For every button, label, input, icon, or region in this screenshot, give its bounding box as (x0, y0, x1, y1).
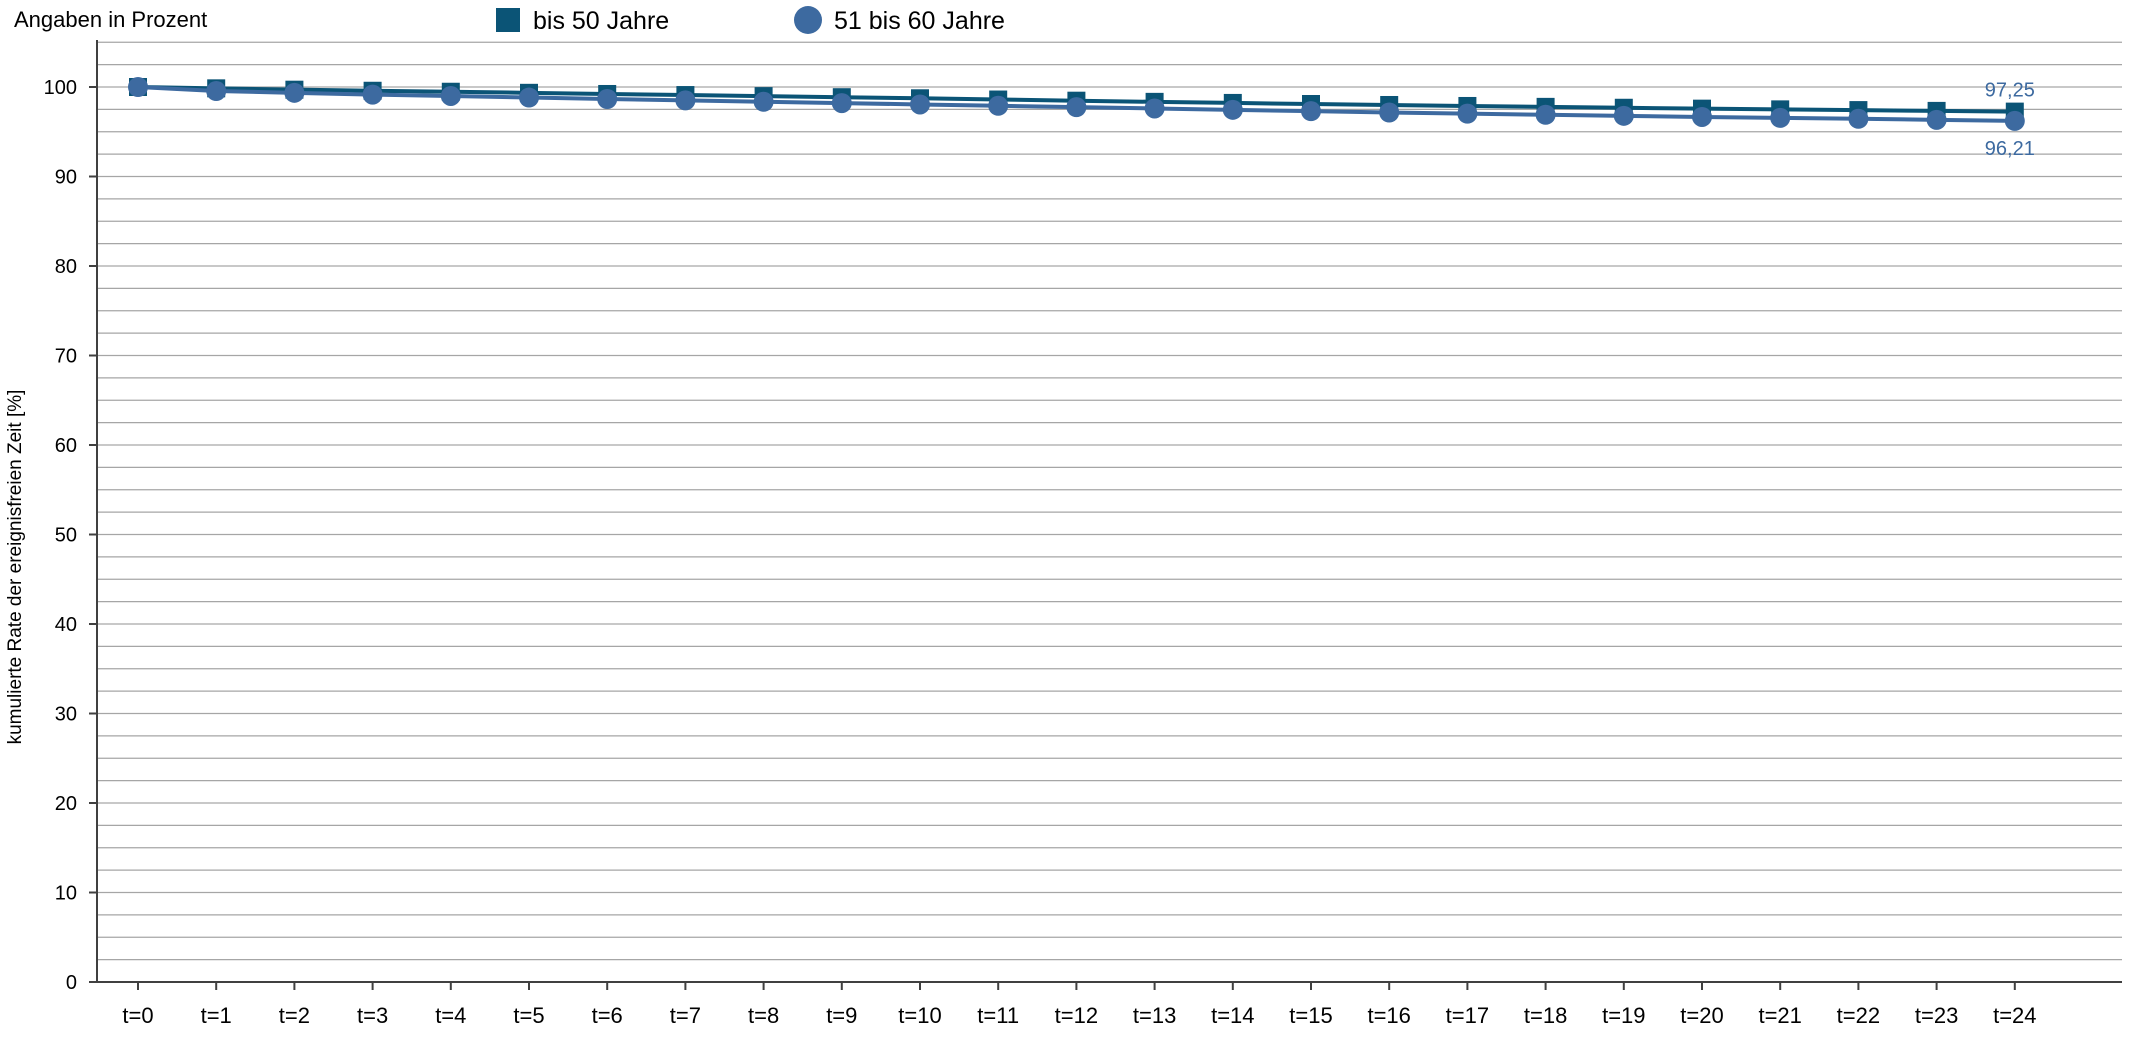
x-tick-label: t=22 (1837, 1003, 1880, 1028)
y-tick-label: 40 (55, 614, 77, 636)
data-point-circle (1066, 97, 1087, 118)
legend-square-icon (496, 8, 520, 32)
x-tick-label: t=0 (122, 1003, 153, 1028)
x-tick-label: t=20 (1680, 1003, 1723, 1028)
x-tick-label: t=12 (1055, 1003, 1098, 1028)
legend-label: bis 50 Jahre (533, 7, 669, 35)
unit-note: Angaben in Prozent (14, 7, 207, 32)
data-point-circle (910, 94, 930, 115)
x-tick-label: t=19 (1602, 1003, 1645, 1028)
x-tick-label: t=8 (748, 1003, 779, 1028)
y-tick-label: 10 (55, 883, 77, 905)
data-point-circle (1770, 107, 1791, 128)
y-tick-label: 60 (55, 435, 77, 457)
legend: bis 50 Jahre 51 bis 60 Jahre (496, 6, 1005, 35)
y-tick-label: 70 (55, 346, 77, 368)
data-point-circle (206, 81, 227, 102)
x-tick-label: t=17 (1446, 1003, 1489, 1028)
data-point-circle (988, 95, 1009, 116)
data-point-circle (753, 91, 774, 112)
legend-item: 51 bis 60 Jahre (794, 6, 1005, 35)
series-1: 96,21 (128, 77, 2035, 160)
data-point-circle (1379, 102, 1400, 123)
x-tick-label: t=24 (1993, 1003, 2036, 1028)
y-tick-label: 50 (55, 525, 77, 547)
y-axis-label: kumulierte Rate der ereignisfreien Zeit … (5, 390, 26, 745)
data-point-circle (675, 90, 696, 111)
y-tick-label: 90 (55, 167, 77, 189)
x-tick-label: t=16 (1367, 1003, 1410, 1028)
data-point-circle (1692, 106, 1712, 127)
data-point-circle (1926, 109, 1947, 130)
x-tick-label: t=13 (1133, 1003, 1176, 1028)
x-tick-label: t=2 (279, 1003, 310, 1028)
series-layer: 97,25 96,21 (128, 77, 2035, 160)
x-tick-label: t=18 (1524, 1003, 1567, 1028)
data-point-circle (831, 93, 852, 114)
x-tick-label: t=11 (977, 1003, 1019, 1028)
legend-circle-icon (794, 6, 822, 34)
y-tick-label: 30 (55, 704, 77, 726)
data-point-circle (519, 87, 539, 108)
data-point-circle (1848, 108, 1869, 129)
data-point-circle (1613, 105, 1634, 126)
x-tick-label: t=6 (592, 1003, 623, 1028)
data-point-circle (2004, 110, 2025, 131)
end-value-label: 96,21 (1985, 138, 2035, 160)
axes: 0 10 20 30 40 50 60 70 80 90 100 t=0 t=1 t=2 t=3 t=4 t=5… (44, 40, 2122, 1028)
data-point-circle (440, 85, 461, 106)
y-tick-label: 100 (44, 77, 77, 99)
x-tick-label: t=23 (1915, 1003, 1958, 1028)
y-tick-label: 20 (55, 793, 77, 815)
data-point-circle (1457, 103, 1478, 124)
x-tick-label: t=7 (670, 1003, 701, 1028)
x-tick-label: t=21 (1758, 1003, 1801, 1028)
end-value-label: 97,25 (1985, 80, 2035, 102)
x-tick-label: t=5 (513, 1003, 544, 1028)
data-point-circle (597, 88, 618, 109)
x-tick-label: t=3 (357, 1003, 388, 1028)
y-tick-label: 80 (55, 256, 77, 278)
data-point-circle (1144, 98, 1165, 119)
data-point-circle (1535, 104, 1556, 125)
legend-label: 51 bis 60 Jahre (834, 7, 1005, 35)
x-tick-label: t=9 (826, 1003, 857, 1028)
legend-item: bis 50 Jahre (496, 7, 669, 35)
data-point-circle (1301, 101, 1321, 122)
x-tick-label: t=1 (201, 1003, 232, 1028)
data-point-circle (362, 84, 383, 105)
data-point-circle (1222, 99, 1243, 120)
data-point-circle (284, 82, 305, 103)
x-tick-label: t=14 (1211, 1003, 1254, 1028)
x-tick-label: t=10 (898, 1003, 941, 1028)
x-tick-label: t=15 (1289, 1003, 1332, 1028)
x-tick-label: t=4 (435, 1003, 466, 1028)
data-point-circle (128, 77, 148, 97)
gridlines (97, 41, 2122, 983)
y-tick-label: 0 (66, 972, 77, 994)
